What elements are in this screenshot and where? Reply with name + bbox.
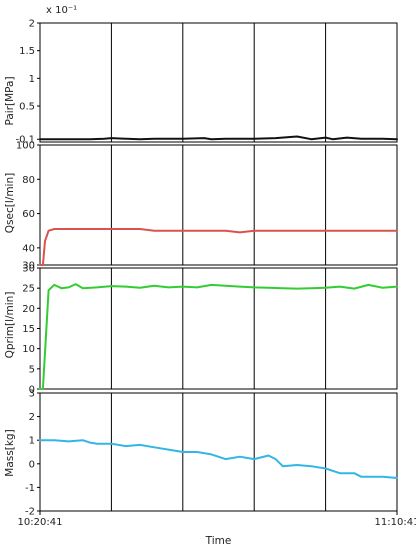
y-tick-label-4-5: -1 <box>25 483 35 494</box>
y-tick-label-4-1: 3 <box>29 389 35 400</box>
series-line-4 <box>39 439 398 479</box>
plot-panel-1 <box>39 22 398 143</box>
y-tick-label-1-2: 1.5 <box>19 46 35 57</box>
x-tick-label-1: 10:20:41 <box>18 517 63 528</box>
y-tick-label-3-6: 5 <box>29 364 35 375</box>
series-line-3 <box>39 283 398 390</box>
y-tick-label-1-5: -0.1 <box>15 135 35 146</box>
y-tick-label-1-3: 1 <box>29 74 35 85</box>
series-line-1 <box>39 135 398 141</box>
y-axis-label-4: Mass[kg] <box>4 429 16 476</box>
y-tick-label-3-1: 30 <box>22 264 35 275</box>
y-tick-label-1-1: 2 <box>29 19 35 30</box>
y-tick-label-4-4: 0 <box>29 459 35 470</box>
y-tick-label-4-3: 1 <box>29 436 35 447</box>
x-tick-label-2: 11:10:41 <box>375 517 416 528</box>
y-tick-label-4-6: -2 <box>25 507 35 518</box>
y-tick-label-3-4: 15 <box>22 324 35 335</box>
scale-label: x 10⁻¹ <box>46 5 77 16</box>
x-axis-label: Time <box>205 535 232 547</box>
y-axis-label-2: Qsec[l/min] <box>4 173 16 233</box>
y-tick-label-4-2: 2 <box>29 412 35 423</box>
y-tick-label-2-5: 30 <box>22 261 35 272</box>
y-axis-label-1: Pair[MPa] <box>4 76 16 125</box>
y-tick-label-3-5: 10 <box>22 344 35 355</box>
y-tick-label-3-7: 0 <box>29 385 35 396</box>
series-line-2 <box>39 228 398 266</box>
y-tick-label-3-2: 25 <box>22 284 35 295</box>
y-tick-label-2-2: 80 <box>22 175 35 186</box>
plot-panel-4 <box>39 392 398 512</box>
y-tick-label-2-3: 60 <box>22 209 35 220</box>
y-tick-label-2-4: 40 <box>22 243 35 254</box>
y-tick-label-2-1: 100 <box>16 141 35 152</box>
y-tick-label-1-4: 0.5 <box>19 102 35 113</box>
plot-panel-2 <box>39 144 398 266</box>
y-axis-label-3: Qprim[l/min] <box>4 292 16 359</box>
y-tick-label-3-3: 20 <box>22 304 35 315</box>
